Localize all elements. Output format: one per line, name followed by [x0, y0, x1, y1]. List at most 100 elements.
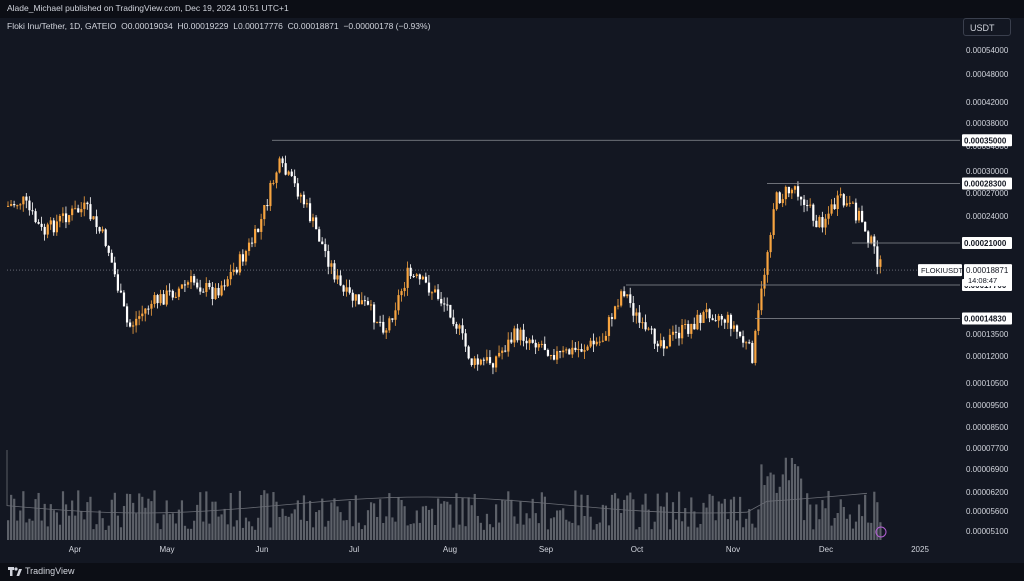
candle-body	[781, 199, 784, 204]
volume-bar	[717, 501, 720, 540]
candle-body	[702, 312, 705, 323]
volume-bar	[641, 504, 644, 540]
volume-bar	[732, 496, 736, 540]
volume-bar	[257, 517, 260, 540]
candle-body	[165, 290, 168, 305]
candle-body	[549, 355, 553, 357]
candle-body	[202, 291, 205, 293]
volume-bar	[19, 510, 22, 540]
candle-body	[373, 304, 376, 323]
volume-bar	[394, 521, 397, 540]
candle-body	[223, 285, 226, 287]
volume-bar	[58, 524, 62, 540]
candle-body	[385, 330, 388, 333]
candle-body	[244, 251, 248, 262]
candle-body	[775, 192, 778, 210]
candle-body	[854, 202, 858, 221]
volume-bar	[543, 496, 546, 540]
candle-body	[376, 321, 379, 323]
candle-body	[467, 346, 470, 359]
volume-bar	[739, 496, 742, 540]
volume-bar	[501, 499, 504, 540]
candle-body	[391, 318, 394, 320]
candle-body	[604, 335, 607, 341]
tradingview-logo[interactable]: TradingView	[8, 566, 75, 576]
volume-bar	[418, 522, 421, 540]
volume-bar	[574, 490, 577, 540]
volume-bar	[296, 500, 299, 540]
volume-bar	[77, 490, 80, 540]
candle-body	[299, 194, 302, 197]
volume-bar	[650, 529, 653, 540]
y-axis-tick-label: 0.00048000	[966, 70, 1009, 79]
lightning-icon[interactable]	[875, 526, 887, 538]
volume-bar	[199, 492, 202, 540]
volume-bar	[745, 518, 748, 540]
volume-bar	[186, 528, 190, 540]
candle-body	[440, 298, 443, 304]
candle-body	[479, 359, 482, 365]
volume-bar	[556, 510, 559, 540]
candle-body	[848, 202, 851, 204]
candle-body	[71, 208, 74, 216]
volume-bar	[345, 520, 348, 540]
volume-bar	[10, 494, 13, 540]
volume-bar	[174, 523, 177, 540]
candle-body	[705, 309, 708, 313]
candle-body	[366, 301, 370, 305]
volume-bar	[31, 520, 34, 540]
volume-bar	[74, 515, 77, 540]
candle-body	[269, 182, 272, 207]
volume-bar	[857, 504, 861, 540]
volume-bar	[522, 524, 525, 540]
volume-bar	[281, 508, 284, 540]
volume-bar	[177, 509, 180, 540]
volume-bar	[607, 525, 611, 540]
candle-body	[668, 334, 672, 347]
candle-body	[623, 291, 626, 297]
candle-body	[510, 339, 513, 343]
volume-bar	[129, 494, 132, 540]
y-axis-tick-label: 0.00042000	[966, 98, 1009, 107]
volume-bar	[64, 504, 68, 540]
candle-body	[290, 171, 293, 177]
volume-bar	[382, 522, 385, 540]
volume-bar	[681, 521, 684, 540]
candle-body	[491, 363, 495, 368]
volume-bar	[122, 505, 126, 540]
volume-bar	[653, 521, 656, 540]
volume-bar	[327, 520, 330, 540]
candle-body	[687, 324, 690, 334]
currency-unit-button[interactable]: USDT	[963, 18, 1011, 36]
symbol-name[interactable]: Floki Inu/Tether, 1D, GATEIO	[7, 21, 117, 31]
candle-body	[498, 352, 501, 357]
y-axis-tick-label: 0.00030000	[966, 167, 1009, 176]
candle-body	[696, 314, 699, 330]
candle-body	[717, 315, 720, 321]
y-axis-tick-label: 0.00038000	[966, 119, 1009, 128]
volume-bar	[116, 515, 119, 540]
candle-body	[321, 241, 324, 245]
volume-bar	[806, 493, 809, 540]
volume-bar	[28, 518, 31, 540]
candle-body	[443, 303, 446, 305]
y-axis-tick-label: 0.00005100	[966, 527, 1009, 536]
candle-body	[159, 294, 162, 304]
volume-bar	[385, 516, 388, 540]
candle-body	[629, 294, 632, 304]
candle-body	[31, 210, 34, 212]
candle-body	[665, 346, 668, 349]
candle-body	[827, 213, 830, 219]
candle-body	[766, 252, 769, 275]
high-label: H	[177, 21, 184, 31]
volume-bar	[376, 516, 379, 540]
volume-bar	[324, 526, 327, 540]
candle-body	[577, 349, 580, 351]
candle-body	[751, 342, 754, 363]
volume-bar	[266, 493, 269, 540]
volume-bar	[336, 506, 339, 540]
volume-bar	[867, 522, 870, 540]
volume-bar	[781, 474, 784, 540]
candle-body	[861, 210, 864, 222]
